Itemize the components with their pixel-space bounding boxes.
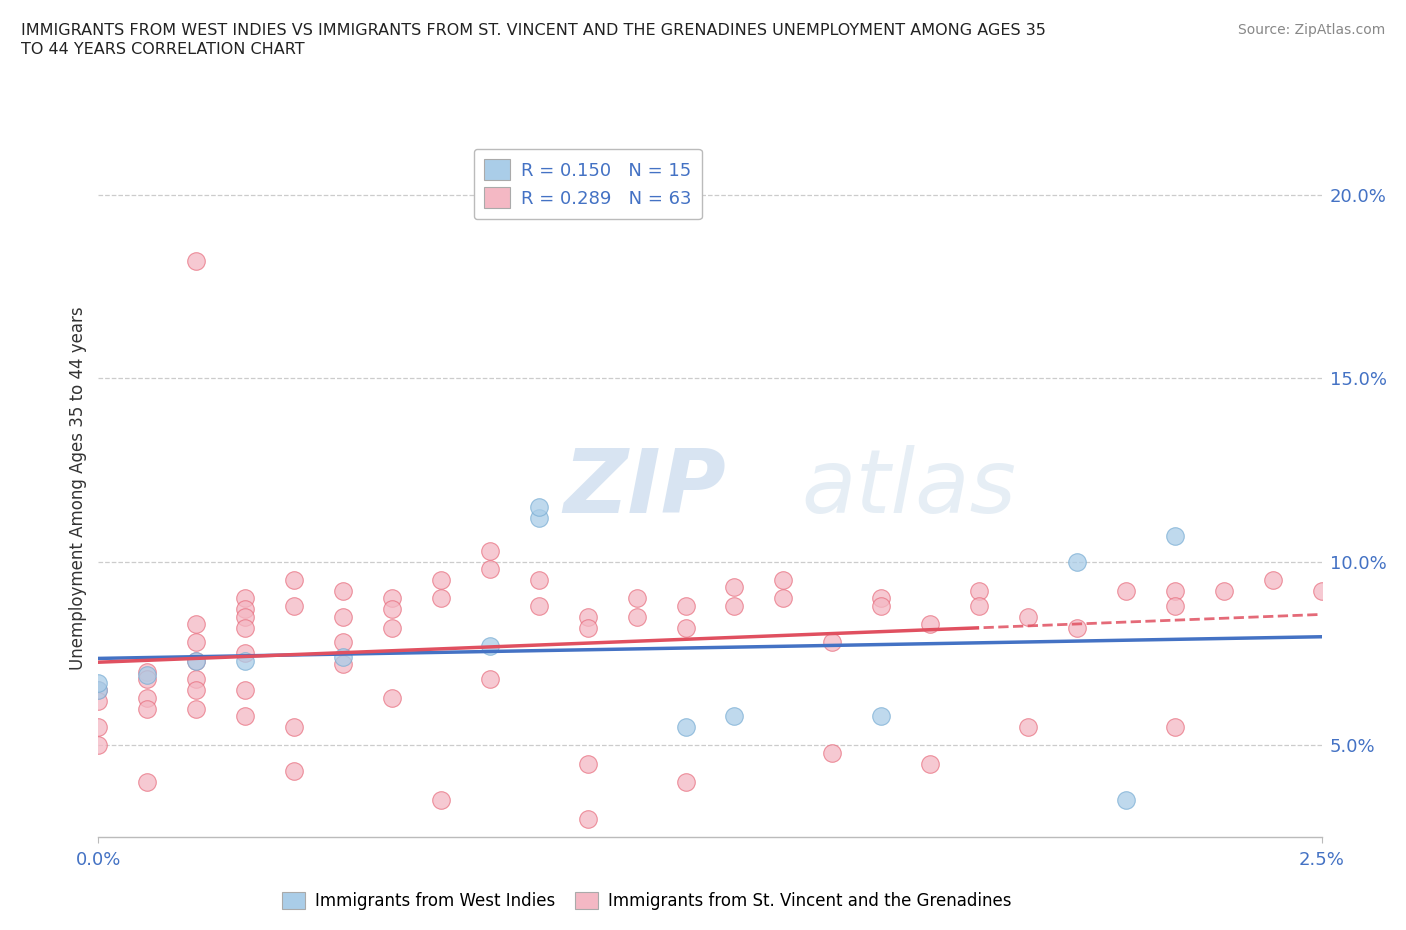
Point	[1115, 584, 1137, 599]
Point	[527, 573, 550, 588]
Point	[1310, 584, 1333, 599]
Point	[381, 690, 404, 705]
Point	[332, 609, 354, 624]
Point	[1017, 609, 1039, 624]
Point	[576, 620, 599, 635]
Text: TO 44 YEARS CORRELATION CHART: TO 44 YEARS CORRELATION CHART	[21, 42, 305, 57]
Point	[186, 683, 208, 698]
Point	[186, 701, 208, 716]
Point	[87, 720, 110, 735]
Point	[675, 598, 697, 613]
Point	[332, 657, 354, 671]
Point	[870, 591, 893, 605]
Point	[1164, 598, 1187, 613]
Point	[920, 617, 942, 631]
Point	[381, 620, 404, 635]
Point	[626, 609, 648, 624]
Point	[478, 562, 501, 577]
Point	[87, 683, 110, 698]
Point	[381, 591, 404, 605]
Point	[967, 584, 990, 599]
Point	[87, 694, 110, 709]
Point	[87, 737, 110, 752]
Point	[283, 573, 305, 588]
Point	[186, 654, 208, 669]
Point	[233, 591, 256, 605]
Point	[136, 671, 159, 686]
Point	[723, 598, 745, 613]
Point	[136, 690, 159, 705]
Point	[821, 635, 844, 650]
Point	[283, 720, 305, 735]
Point	[283, 598, 305, 613]
Point	[675, 620, 697, 635]
Point	[772, 573, 794, 588]
Legend: Immigrants from West Indies, Immigrants from St. Vincent and the Grenadines: Immigrants from West Indies, Immigrants …	[276, 885, 1018, 917]
Point	[576, 811, 599, 826]
Point	[283, 764, 305, 778]
Point	[332, 584, 354, 599]
Point	[233, 709, 256, 724]
Point	[723, 709, 745, 724]
Point	[723, 580, 745, 595]
Point	[675, 720, 697, 735]
Point	[675, 775, 697, 790]
Point	[527, 598, 550, 613]
Point	[1164, 584, 1187, 599]
Legend: R = 0.150   N = 15, R = 0.289   N = 63: R = 0.150 N = 15, R = 0.289 N = 63	[474, 149, 702, 219]
Point	[967, 598, 990, 613]
Point	[233, 654, 256, 669]
Point	[233, 620, 256, 635]
Text: IMMIGRANTS FROM WEST INDIES VS IMMIGRANTS FROM ST. VINCENT AND THE GRENADINES UN: IMMIGRANTS FROM WEST INDIES VS IMMIGRANT…	[21, 23, 1046, 38]
Point	[136, 775, 159, 790]
Point	[1066, 620, 1088, 635]
Point	[186, 654, 208, 669]
Point	[870, 598, 893, 613]
Point	[87, 675, 110, 690]
Point	[233, 646, 256, 661]
Point	[233, 609, 256, 624]
Point	[332, 650, 354, 665]
Point	[186, 253, 208, 268]
Point	[626, 591, 648, 605]
Point	[87, 683, 110, 698]
Point	[381, 602, 404, 617]
Point	[186, 671, 208, 686]
Point	[332, 635, 354, 650]
Point	[1164, 720, 1187, 735]
Point	[576, 609, 599, 624]
Point	[870, 709, 893, 724]
Point	[136, 668, 159, 683]
Point	[527, 499, 550, 514]
Text: atlas: atlas	[801, 445, 1017, 531]
Point	[478, 543, 501, 558]
Point	[478, 639, 501, 654]
Text: ZIP: ZIP	[564, 445, 725, 532]
Y-axis label: Unemployment Among Ages 35 to 44 years: Unemployment Among Ages 35 to 44 years	[69, 307, 87, 670]
Point	[478, 671, 501, 686]
Point	[1017, 720, 1039, 735]
Point	[186, 635, 208, 650]
Point	[430, 793, 453, 808]
Point	[920, 756, 942, 771]
Point	[1066, 554, 1088, 569]
Point	[527, 511, 550, 525]
Point	[1164, 528, 1187, 543]
Text: Source: ZipAtlas.com: Source: ZipAtlas.com	[1237, 23, 1385, 37]
Point	[1261, 573, 1284, 588]
Point	[430, 573, 453, 588]
Point	[136, 664, 159, 679]
Point	[136, 701, 159, 716]
Point	[1115, 793, 1137, 808]
Point	[233, 602, 256, 617]
Point	[772, 591, 794, 605]
Point	[1212, 584, 1234, 599]
Point	[576, 756, 599, 771]
Point	[233, 683, 256, 698]
Point	[186, 617, 208, 631]
Point	[821, 745, 844, 760]
Point	[430, 591, 453, 605]
